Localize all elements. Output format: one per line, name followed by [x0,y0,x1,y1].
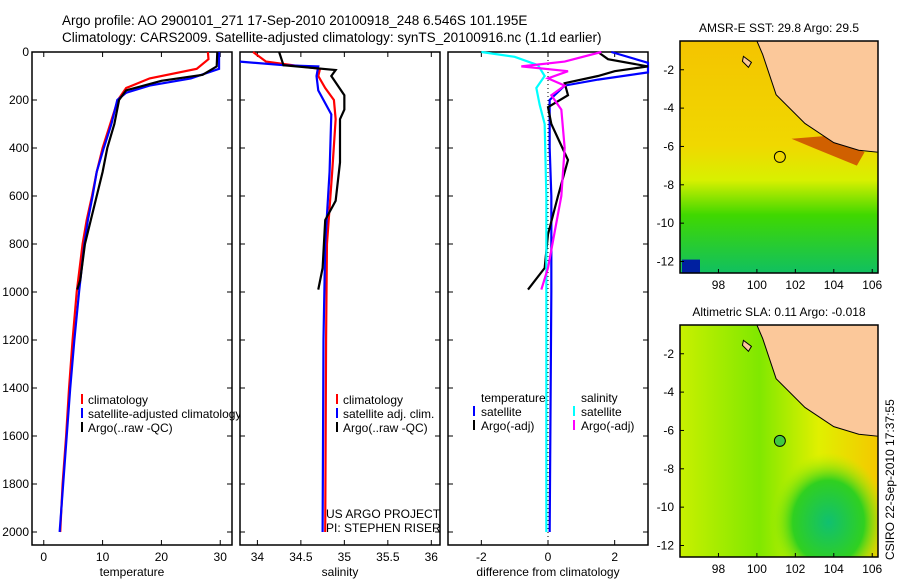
series-line [521,50,602,290]
y-tick-label: -10 [657,216,675,230]
legend-label: Argo(-adj) [481,419,534,433]
x-axis-label: difference from climatology [476,565,619,579]
x-tick-label: 2 [611,550,618,564]
legend-label: satellite [581,405,622,419]
legend-swatch [573,420,575,430]
x-tick-label: 104 [824,562,844,576]
legend-swatch [336,408,338,418]
x-tick-label: 0 [40,550,47,564]
x-tick-label: 100 [747,562,767,576]
y-tick-label: 2000 [2,525,29,539]
series-line [278,51,346,290]
legend-swatch [336,422,338,432]
y-tick-label: -4 [663,101,674,115]
legend-swatch [473,406,475,416]
legend-label: climatology [343,393,403,407]
legend-label: satellite [481,405,522,419]
x-tick-label: 30 [214,550,228,564]
y-tick-label: 200 [9,93,29,107]
y-tick-label: 1600 [2,429,29,443]
legend-swatch [573,406,575,416]
cold-patch [682,259,700,274]
x-axis-label: salinity [322,565,359,579]
y-tick-label: -12 [657,538,675,552]
x-tick-label: 36 [425,550,439,564]
credit-label: CSIRO 22-Sep-2010 17:37:55 [883,399,897,560]
argo-location-marker [773,434,786,447]
y-tick-label: -8 [663,178,674,192]
y-tick-label: 1800 [2,477,29,491]
y-tick-label: -2 [663,63,674,77]
map-frame [679,40,879,274]
x-tick-label: 20 [155,550,169,564]
x-tick-label: 0 [545,550,552,564]
legend-label: climatology [88,393,148,407]
argo-location-marker [773,150,786,163]
y-tick-label: 1000 [2,285,29,299]
legend-label: Argo(..raw -QC) [343,421,428,435]
x-tick-label: 106 [862,562,882,576]
y-tick-label: 400 [9,141,29,155]
title-line-1: Argo profile: AO 2900101_271 17-Sep-2010… [62,13,527,28]
map-title: Altimetric SLA: 0.11 Argo: -0.018 [692,305,866,319]
salinity-panel: 34 34.5 35 35.5 36 salinity climatologysatelli… [239,51,441,579]
y-tick-label: -2 [663,347,674,361]
x-tick-label: 98 [712,562,726,576]
series-line [527,51,649,291]
legend-swatch [473,420,475,430]
x-tick-label: 100 [747,278,767,292]
x-tick-label: -2 [476,550,487,564]
x-tick-label: 35 [338,550,352,564]
y-tick-label: 1400 [2,381,29,395]
island [741,55,753,69]
map-title: AMSR-E SST: 29.8 Argo: 29.5 [699,21,859,35]
legend-label: satellite-adjusted climatology [88,407,241,421]
x-tick-label: 102 [785,278,805,292]
title-line-2: Climatology: CARS2009. Satellite-adjuste… [62,30,602,45]
project-note-2: PI: STEPHEN RISER [326,521,441,535]
x-tick-label: 10 [96,550,110,564]
sla-map: Altimetric SLA: 0.11 Argo: -0.018 98 100 10… [657,305,883,576]
legend-label: satellite adj. clim. [343,407,434,421]
project-note-1: US ARGO PROJECT [326,507,441,521]
x-tick-label: 98 [712,278,726,292]
y-tick-label: -4 [663,385,674,399]
series-line [481,50,548,532]
x-tick-label: 34 [251,550,265,564]
legend-swatch [81,408,83,418]
legend-swatch [336,394,338,404]
legend-swatch [81,394,83,404]
y-tick-label: 600 [9,189,29,203]
x-tick-label: 102 [785,562,805,576]
sst-map: AMSR-E SST: 29.8 Argo: 29.5 98 100 102 104 10… [657,21,883,292]
y-tick-label: -6 [663,423,674,437]
x-tick-label: 34.5 [289,550,313,564]
series-line [76,51,219,290]
x-tick-label: 104 [824,278,844,292]
y-tick-label: 1200 [2,333,29,347]
x-axis-label: temperature [100,565,165,579]
y-tick-label: -12 [657,254,675,268]
temperature-panel: 0 10 20 30 0 200 400 600 800 1000 1200 1400 1600 1800… [2,45,241,579]
y-tick-label: -8 [663,462,674,476]
x-tick-label: 35.5 [376,550,400,564]
y-tick-label: -6 [663,139,674,153]
y-tick-label: -10 [657,500,675,514]
map-frame [679,324,879,558]
plot-frame [447,51,649,546]
x-tick-label: 106 [862,278,882,292]
legend-title: salinity [581,391,618,405]
legend-title: temperature [481,391,546,405]
island [741,339,753,353]
plot-frame [31,51,233,546]
series-line [58,52,221,533]
y-tick-label: 0 [22,45,29,59]
legend-swatch [81,422,83,432]
y-tick-label: 800 [9,237,29,251]
legend-label: Argo(..raw -QC) [88,421,173,435]
legend-label: Argo(-adj) [581,419,634,433]
